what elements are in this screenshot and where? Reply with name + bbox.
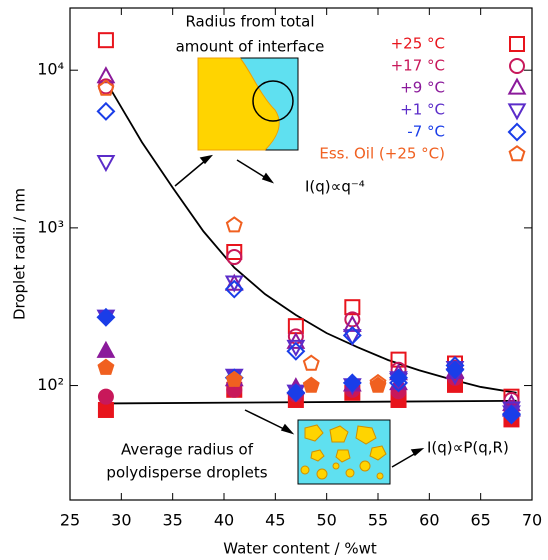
x-tick-label: 70 — [522, 511, 542, 530]
x-tick-label: 25 — [60, 511, 80, 530]
annotation-formula: I(q)∝q⁻⁴ — [305, 178, 365, 196]
open-marker — [286, 341, 306, 361]
plot-frame — [69, 7, 533, 501]
x-tick-label: 65 — [470, 511, 490, 530]
filled-marker — [286, 383, 306, 403]
filled-marker — [97, 401, 114, 418]
legend-marker — [507, 122, 527, 142]
legend-marker — [509, 58, 525, 74]
droplets-inset — [297, 419, 391, 485]
legend-label: +17 °C — [391, 57, 445, 75]
open-marker — [389, 373, 408, 393]
fit-curve — [110, 89, 517, 394]
y-axis-label: Droplet radii / nm — [11, 188, 29, 320]
open-marker — [224, 279, 244, 299]
x-tick-label: 60 — [419, 511, 439, 530]
open-marker — [97, 32, 114, 49]
legend-label: Ess. Oil (+25 °C) — [319, 145, 445, 163]
annotation-text: polydisperse droplets — [106, 464, 267, 482]
filled-marker — [96, 307, 116, 327]
open-marker — [502, 404, 521, 424]
filled-marker — [225, 370, 243, 387]
y-tick-label: 10³ — [37, 217, 64, 236]
legend-marker — [507, 77, 527, 95]
open-marker — [445, 356, 465, 375]
annotation-formula: I(q)∝P(q,R) — [427, 439, 509, 457]
open-marker — [226, 249, 243, 266]
open-marker — [226, 244, 243, 261]
annotation-background — [150, 8, 342, 22]
open-marker — [302, 354, 320, 371]
open-marker — [96, 101, 116, 121]
y-tick-label: 10⁴ — [37, 60, 64, 79]
y-tick-label: 10² — [37, 375, 64, 394]
legend-label: +25 °C — [391, 35, 445, 53]
open-marker — [96, 155, 116, 173]
open-marker — [369, 373, 387, 391]
legend-marker — [507, 103, 527, 121]
legend-label: +1 °C — [400, 101, 445, 119]
filled-marker — [302, 376, 320, 393]
annotation-text: amount of interface — [176, 38, 325, 56]
x-tick-label: 40 — [214, 511, 234, 530]
open-marker — [344, 299, 361, 316]
open-marker — [342, 329, 362, 347]
x-tick-label: 50 — [316, 511, 336, 530]
x-tick-label: 55 — [368, 511, 388, 530]
x-tick-label: 45 — [265, 511, 285, 530]
filled-marker — [97, 388, 114, 405]
filled-marker — [96, 340, 116, 358]
arrows — [174, 154, 425, 468]
legend-label: -7 °C — [407, 123, 445, 141]
x-axis-label: Water content / %wt — [223, 540, 377, 558]
fit-curve — [105, 399, 517, 405]
annotation-text: Average radius of — [121, 441, 254, 459]
interface-inset — [197, 57, 299, 151]
legend-label: +9 °C — [400, 79, 445, 97]
open-marker — [97, 79, 115, 96]
filled-marker — [342, 373, 362, 393]
filled-marker — [389, 368, 408, 388]
x-tick-label: 35 — [162, 511, 182, 530]
legend-marker — [508, 145, 526, 162]
open-marker — [225, 216, 243, 233]
x-tick-label: 30 — [111, 511, 131, 530]
annotation-text: Radius from total — [185, 13, 314, 31]
open-marker — [342, 325, 362, 345]
open-marker — [96, 66, 116, 84]
filled-marker — [97, 358, 115, 375]
legend-marker — [509, 36, 525, 52]
